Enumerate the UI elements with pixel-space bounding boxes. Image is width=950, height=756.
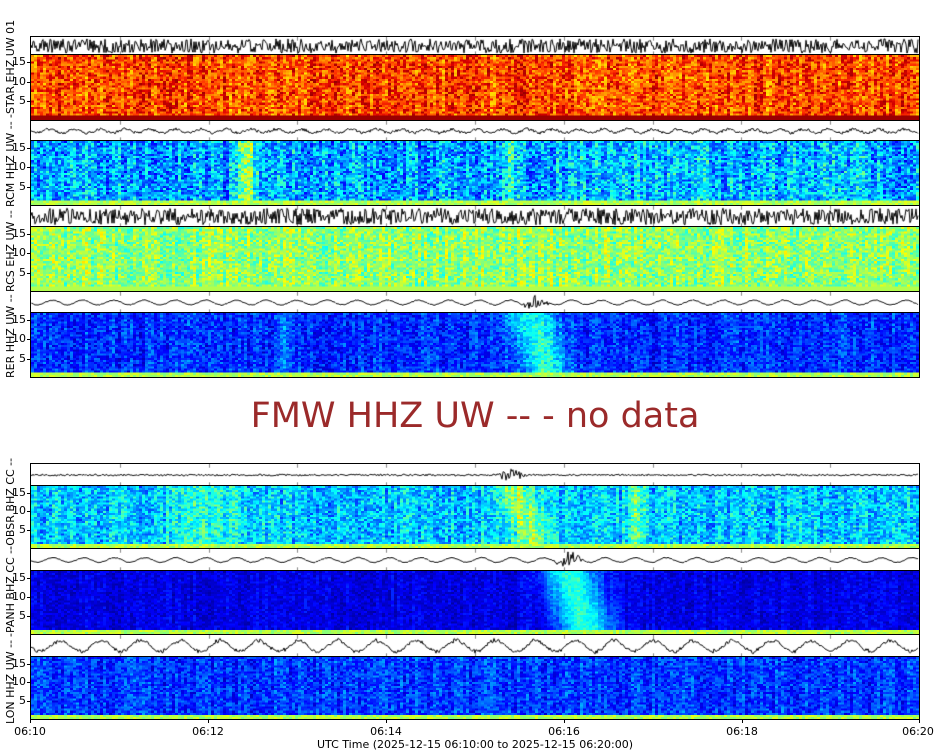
y-tick-label: 15 [12, 312, 26, 326]
x-axis-label: UTC Time (2025-12-15 06:10:00 to 2025-12… [317, 738, 633, 751]
waveform-trace-star [30, 36, 920, 56]
y-tick-mark [27, 701, 30, 703]
y-tick-mark [27, 61, 30, 63]
y-tick-label: 5 [19, 608, 26, 622]
y-tick-mark [27, 101, 30, 103]
x-tick-mark [386, 719, 387, 723]
waveform-trace-rcs [30, 205, 920, 228]
spectrogram-rcm [30, 140, 920, 206]
spectrogram-lon [30, 656, 920, 720]
x-tick-label: 06:16 [548, 725, 580, 738]
y-tick-mark [27, 272, 30, 274]
y-tick-label: 15 [12, 140, 26, 154]
y-tick-label: 5 [19, 523, 26, 537]
x-tick-mark [742, 719, 743, 723]
y-tick-mark [27, 492, 30, 494]
y-tick-label: 5 [19, 351, 26, 365]
spectrogram-rcs [30, 226, 920, 292]
y-tick-label: 5 [19, 94, 26, 108]
y-tick-label: 15 [12, 656, 26, 670]
spectrogram-panh [30, 570, 920, 635]
y-tick-mark [27, 511, 30, 513]
y-tick-mark [27, 167, 30, 169]
x-tick-mark [564, 719, 565, 723]
y-tick-mark [27, 596, 30, 598]
spectrogram-star [30, 54, 920, 121]
y-tick-label: 10 [12, 589, 26, 603]
y-tick-label: 10 [12, 675, 26, 689]
y-tick-label: 15 [12, 570, 26, 584]
y-tick-label: 5 [19, 179, 26, 193]
y-tick-mark [27, 615, 30, 617]
y-tick-label: 5 [19, 265, 26, 279]
waveform-trace-rer [30, 291, 920, 314]
y-tick-label: 10 [12, 246, 26, 260]
y-tick-mark [27, 358, 30, 360]
waveform-trace-obsr [30, 463, 920, 487]
y-tick-mark [27, 530, 30, 532]
y-tick-mark [27, 186, 30, 188]
x-tick-label: 06:18 [726, 725, 758, 738]
y-tick-label: 10 [12, 332, 26, 346]
spectrogram-obsr [30, 485, 920, 549]
y-tick-mark [27, 682, 30, 684]
y-tick-mark [27, 233, 30, 235]
y-tick-label: 10 [12, 74, 26, 88]
x-tick-label: 06:20 [902, 725, 934, 738]
y-tick-mark [27, 663, 30, 665]
y-tick-label: 5 [19, 694, 26, 708]
y-tick-mark [27, 147, 30, 149]
x-tick-label: 06:14 [370, 725, 402, 738]
y-tick-mark [27, 81, 30, 83]
waveform-trace-lon [30, 634, 920, 658]
x-tick-label: 06:12 [192, 725, 224, 738]
x-tick-mark [208, 719, 209, 723]
y-tick-label: 10 [12, 504, 26, 518]
x-tick-label: 06:10 [14, 725, 46, 738]
y-tick-mark [27, 253, 30, 255]
y-tick-label: 10 [12, 160, 26, 174]
y-tick-label: 15 [12, 54, 26, 68]
y-tick-mark [27, 577, 30, 579]
y-tick-label: 15 [12, 485, 26, 499]
y-tick-label: 15 [12, 226, 26, 240]
spectrogram-rer [30, 312, 920, 378]
y-tick-mark [27, 339, 30, 341]
waveform-trace-rcm [30, 120, 920, 142]
y-tick-mark [27, 319, 30, 321]
x-tick-mark [30, 719, 31, 723]
x-tick-mark [919, 719, 920, 723]
no-data-message: FMW HHZ UW -- - no data [250, 396, 700, 436]
waveform-trace-panh [30, 548, 920, 572]
